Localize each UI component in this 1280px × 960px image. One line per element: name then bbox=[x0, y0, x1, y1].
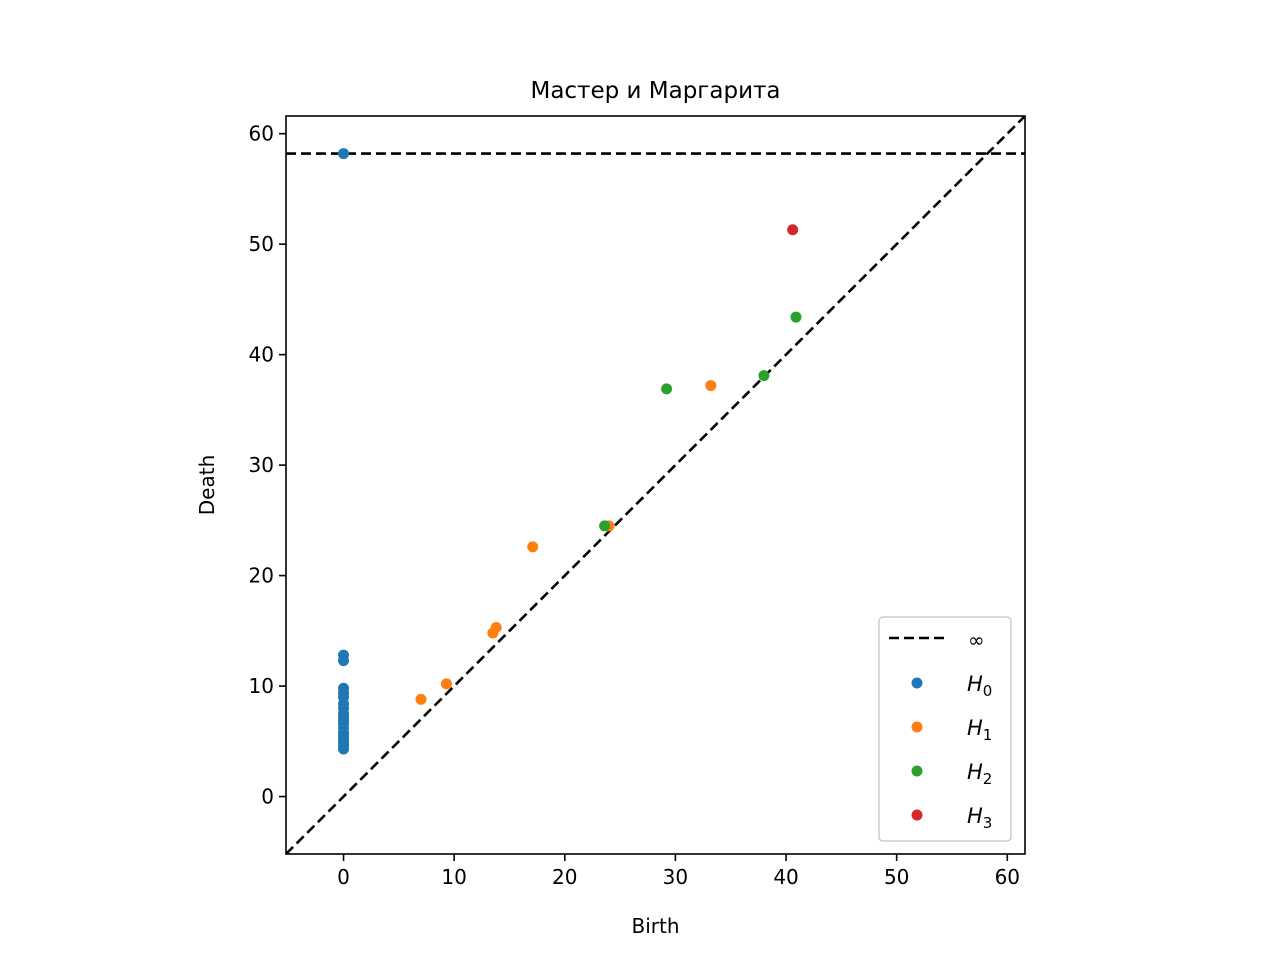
point-h2-1 bbox=[661, 383, 673, 395]
point-h1-1 bbox=[440, 678, 452, 690]
legend-swatch-h2 bbox=[911, 765, 923, 777]
legend: ∞ H0 H1 H2 H3 bbox=[878, 616, 1012, 842]
point-h1-6 bbox=[705, 380, 717, 392]
diagonal-line bbox=[286, 116, 1025, 854]
point-h2-0 bbox=[599, 520, 611, 532]
x-tick-label: 30 bbox=[663, 865, 688, 889]
legend-label-h2: H2 bbox=[967, 760, 992, 788]
point-h2-3 bbox=[790, 311, 802, 323]
plot-frame bbox=[285, 115, 1026, 855]
x-axis-title: Birth bbox=[631, 914, 679, 938]
point-h2-2 bbox=[758, 370, 770, 382]
x-tick-label: 50 bbox=[884, 865, 909, 889]
point-h0-18 bbox=[338, 743, 350, 755]
y-tick-label: 0 bbox=[261, 785, 274, 809]
point-h1-3 bbox=[490, 622, 502, 634]
point-h1-0 bbox=[415, 693, 427, 705]
legend-label-h3: H3 bbox=[967, 804, 992, 832]
x-axis: 0 10 20 30 40 50 60 bbox=[337, 854, 1020, 889]
legend-label-h1: H1 bbox=[967, 716, 992, 744]
chart-title: Мастер и Маргарита bbox=[530, 78, 780, 104]
y-tick-label: 40 bbox=[249, 343, 274, 367]
y-tick-label: 20 bbox=[249, 564, 274, 588]
x-tick-label: 20 bbox=[552, 865, 577, 889]
legend-infinity-label: ∞ bbox=[968, 628, 985, 652]
legend-swatch-h0 bbox=[911, 677, 923, 689]
y-tick-label: 50 bbox=[249, 232, 274, 256]
x-tick-label: 40 bbox=[773, 865, 798, 889]
x-tick-label: 60 bbox=[995, 865, 1020, 889]
legend-label-h0: H0 bbox=[967, 672, 992, 700]
legend-frame bbox=[878, 616, 1012, 842]
legend-swatch-h1 bbox=[911, 721, 923, 733]
y-tick-label: 60 bbox=[249, 122, 274, 146]
point-h0-2 bbox=[338, 655, 350, 667]
x-tick-label: 10 bbox=[441, 865, 466, 889]
y-tick-label: 30 bbox=[249, 453, 274, 477]
x-tick-label: 0 bbox=[337, 865, 350, 889]
y-axis: 0 10 20 30 40 50 60 bbox=[249, 122, 286, 809]
point-h1-4 bbox=[527, 541, 539, 553]
point-h0-0 bbox=[338, 148, 350, 160]
y-axis-title: Death bbox=[195, 455, 219, 515]
y-tick-label: 10 bbox=[249, 674, 274, 698]
legend-swatch-h3 bbox=[911, 809, 923, 821]
data-points bbox=[338, 148, 802, 755]
plot-area bbox=[286, 116, 1025, 854]
point-h3-0 bbox=[787, 224, 799, 236]
